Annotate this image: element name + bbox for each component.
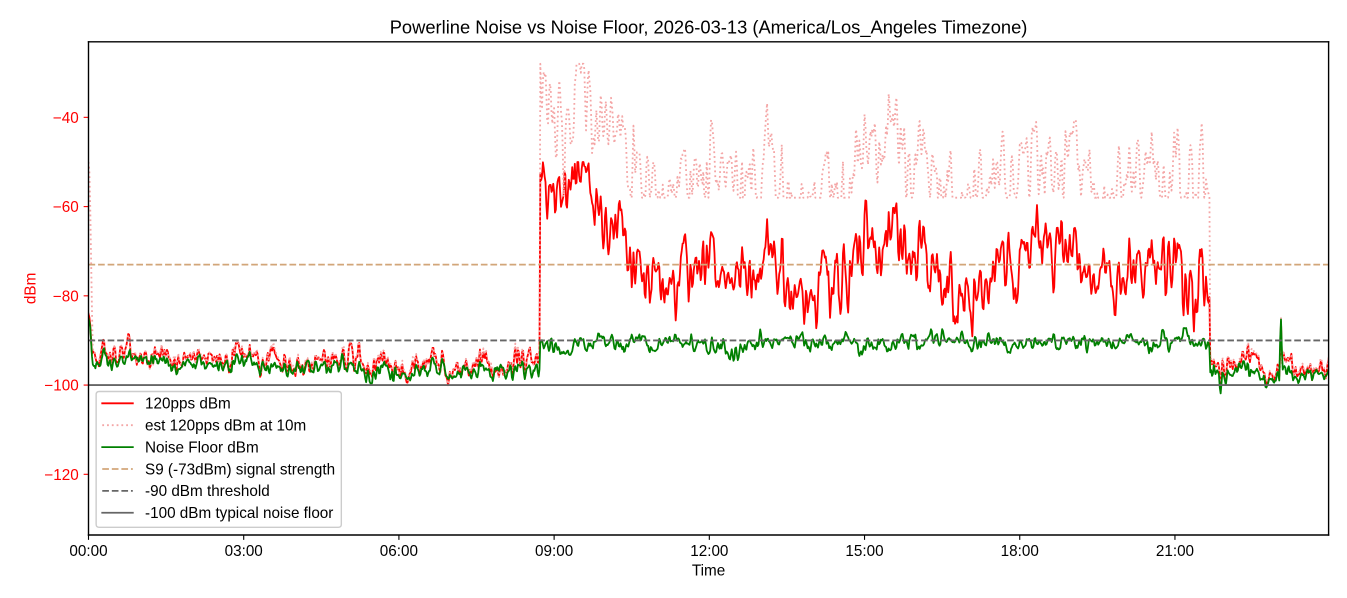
svg-text:15:00: 15:00 xyxy=(845,543,883,560)
svg-text:−60: −60 xyxy=(53,199,79,216)
svg-text:Powerline Noise vs Noise Floor: Powerline Noise vs Noise Floor, 2026-03-… xyxy=(390,16,1028,38)
svg-text:−100: −100 xyxy=(44,378,78,395)
svg-text:18:00: 18:00 xyxy=(1001,543,1039,560)
svg-text:−80: −80 xyxy=(53,288,79,305)
svg-text:S9 (-73dBm) signal strength: S9 (-73dBm) signal strength xyxy=(145,461,335,478)
svg-text:03:00: 03:00 xyxy=(225,543,263,560)
svg-text:Noise Floor dBm: Noise Floor dBm xyxy=(145,439,259,456)
svg-text:−120: −120 xyxy=(44,467,78,484)
svg-text:12:00: 12:00 xyxy=(690,543,728,560)
svg-text:est 120pps dBm at 10m: est 120pps dBm at 10m xyxy=(145,418,306,435)
svg-text:dBm: dBm xyxy=(23,273,40,304)
svg-text:−40: −40 xyxy=(53,110,79,127)
svg-text:Time: Time xyxy=(692,563,725,580)
svg-text:09:00: 09:00 xyxy=(535,543,573,560)
svg-text:21:00: 21:00 xyxy=(1156,543,1194,560)
svg-text:06:00: 06:00 xyxy=(380,543,418,560)
svg-text:-100 dBm typical noise floor: -100 dBm typical noise floor xyxy=(145,505,333,522)
svg-text:00:00: 00:00 xyxy=(69,543,107,560)
svg-text:120pps dBm: 120pps dBm xyxy=(145,396,231,413)
svg-text:-90 dBm threshold: -90 dBm threshold xyxy=(145,483,270,500)
